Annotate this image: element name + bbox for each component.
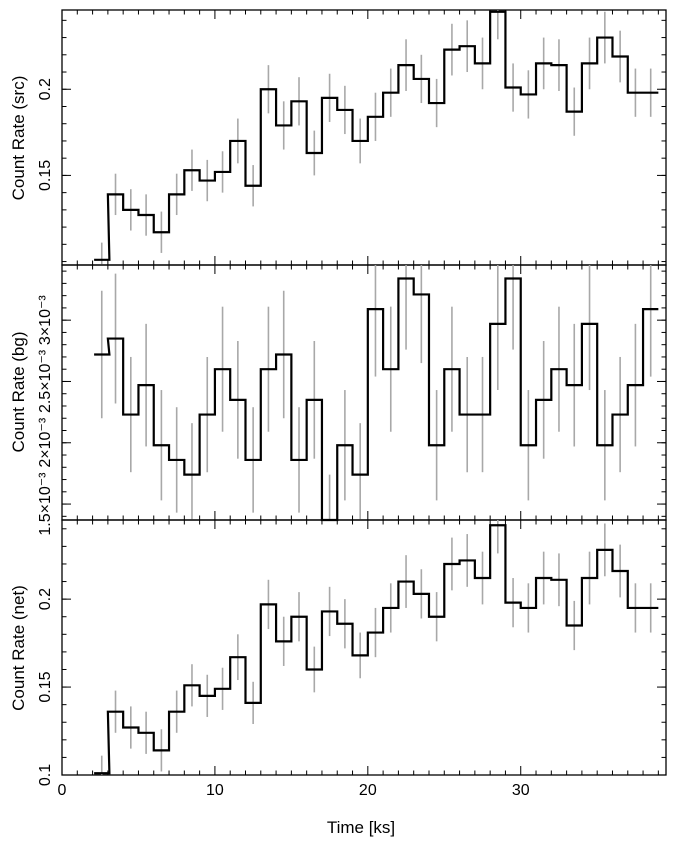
ylabel-src: Count Rate (src) xyxy=(9,76,28,201)
xlabel-time: Time [ks] xyxy=(327,818,395,837)
y-tick-label-bg: 1.5×10⁻³ xyxy=(37,472,54,536)
step-line-bg xyxy=(94,277,659,522)
panel-net: Count Rate (net) 0.1 0.15 0.2 0 10 20 30 xyxy=(9,519,667,799)
ylabel-bg: Count Rate (bg) xyxy=(9,332,28,453)
y-tick-label-net: 0.1 xyxy=(37,764,54,786)
x-tick-label: 20 xyxy=(359,782,377,799)
panel-src: Count Rate (src) 0.15 0.2 xyxy=(9,9,667,266)
ylabel-net: Count Rate (net) xyxy=(9,585,28,711)
y-tick-label-bg: 2.5×10⁻³ xyxy=(37,349,54,413)
y-tick-label-net: 0.15 xyxy=(37,671,54,702)
step-line-src xyxy=(94,10,659,261)
y-tick-label-bg: 2×10⁻³ xyxy=(37,417,54,467)
y-tick-label-src: 0.2 xyxy=(37,78,54,100)
y-tick-label-src: 0.15 xyxy=(37,160,54,191)
panel-bg: Count Rate (bg) 1.5×10⁻³ 2×10⁻³ 2.5×10⁻³ 3×… xyxy=(9,264,667,536)
y-tick-label-net: 0.2 xyxy=(37,588,54,610)
plot-frame-bg xyxy=(61,264,667,521)
plot-frame-net xyxy=(61,519,667,776)
step-line-net xyxy=(94,524,659,775)
x-tick-label: 30 xyxy=(512,782,530,799)
y-tick-label-bg: 3×10⁻³ xyxy=(37,295,54,345)
x-tick-label: 0 xyxy=(58,782,67,799)
x-tick-label: 10 xyxy=(206,782,224,799)
plot-frame-src xyxy=(61,9,667,266)
